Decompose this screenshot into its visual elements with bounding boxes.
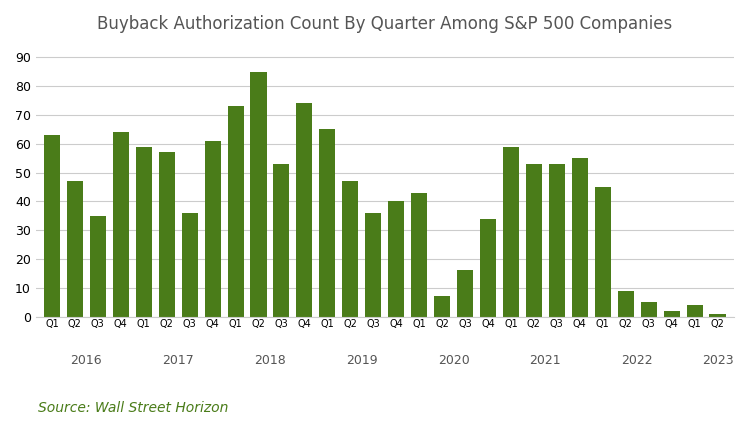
Bar <box>250 72 267 316</box>
Bar <box>113 132 129 316</box>
Text: 2023: 2023 <box>701 354 733 367</box>
Bar <box>228 106 243 316</box>
Text: 2022: 2022 <box>621 354 653 367</box>
Bar <box>136 147 152 316</box>
Bar <box>67 181 83 316</box>
Bar <box>572 158 588 316</box>
Text: 2021: 2021 <box>529 354 561 367</box>
Bar <box>365 213 382 316</box>
Bar <box>526 164 542 316</box>
Bar <box>434 297 450 316</box>
Bar <box>710 314 725 316</box>
Bar <box>686 305 703 316</box>
Text: 2019: 2019 <box>346 354 378 367</box>
Bar <box>595 187 611 316</box>
Text: 2020: 2020 <box>438 354 469 367</box>
Bar <box>617 291 634 316</box>
Bar <box>664 311 680 316</box>
Bar <box>158 152 175 316</box>
Bar <box>182 213 198 316</box>
Text: 2017: 2017 <box>162 354 194 367</box>
Bar <box>204 141 221 316</box>
Bar <box>273 164 289 316</box>
Text: 2018: 2018 <box>254 354 286 367</box>
Bar <box>297 103 312 316</box>
Bar <box>503 147 519 316</box>
Bar <box>480 219 496 316</box>
Bar <box>549 164 565 316</box>
Bar <box>319 129 336 316</box>
Text: Source: Wall Street Horizon: Source: Wall Street Horizon <box>38 401 228 415</box>
Title: Buyback Authorization Count By Quarter Among S&P 500 Companies: Buyback Authorization Count By Quarter A… <box>97 15 672 33</box>
Text: 2016: 2016 <box>71 354 102 367</box>
Bar <box>388 201 404 316</box>
Bar <box>342 181 358 316</box>
Bar <box>411 193 427 316</box>
Bar <box>90 216 106 316</box>
Bar <box>44 135 60 316</box>
Bar <box>641 302 656 316</box>
Bar <box>457 270 473 316</box>
